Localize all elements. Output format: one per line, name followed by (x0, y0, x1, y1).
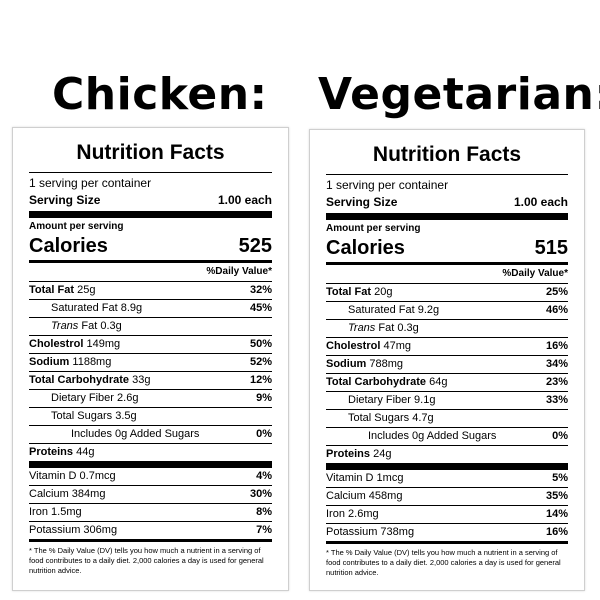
chicken-heading: Chicken: (52, 69, 268, 120)
potassium-row: Potassium 306mg 7% (29, 521, 272, 539)
dietary-fiber-row: Dietary Fiber 9.1g 33% (326, 391, 568, 409)
daily-value-footnote: * The % Daily Value (DV) tells you how m… (326, 548, 561, 577)
amount-per-serving: Amount per serving (29, 221, 124, 232)
vitamin-d-row: Vitamin D 0.7mcg 4% (29, 470, 272, 482)
calcium-row: Calcium 384mg 30% (29, 485, 272, 503)
saturated-fat-row: Saturated Fat 8.9g 45% (29, 299, 272, 317)
servings-per-container: 1 serving per container (326, 178, 449, 192)
total-fat-row: Total Fat 20g 25% (326, 283, 568, 301)
servings-per-container: 1 serving per container (29, 176, 152, 190)
trans-fat-row: Trans Fat 0.3g (29, 317, 272, 335)
dietary-fiber-row: Dietary Fiber 2.6g 9% (29, 389, 272, 407)
vitamin-d-row: Vitamin D 1mcg 5% (326, 472, 568, 484)
cholestrol-row: Cholestrol 149mg 50% (29, 335, 272, 353)
total-carbohydrate-row: Total Carbohydrate 64g 23% (326, 373, 568, 391)
sodium-row: Sodium 1188mg 52% (29, 353, 272, 371)
daily-value-footnote: * The % Daily Value (DV) tells you how m… (29, 546, 264, 575)
trans-fat-row: Trans Fat 0.3g (326, 319, 568, 337)
total-fat-row: Total Fat 25g 32% (29, 281, 272, 299)
iron-row: Iron 2.6mg 14% (326, 505, 568, 523)
vegetarian-heading: Vegetarian: (318, 69, 600, 120)
serving-size-label: Serving Size (29, 193, 101, 207)
proteins-row: Proteins 24g (326, 445, 568, 463)
vegetarian-nutrition-label: Nutrition Facts 1 serving per container … (309, 129, 585, 591)
daily-value-header: %Daily Value* (502, 268, 568, 279)
daily-value-header: %Daily Value* (206, 266, 272, 277)
serving-size-value: 1.00 each (513, 195, 568, 209)
saturated-fat-row: Saturated Fat 9.2g 46% (326, 301, 568, 319)
total-carbohydrate-row: Total Carbohydrate 33g 12% (29, 371, 272, 389)
total-sugars-row: Total Sugars 3.5g (29, 407, 272, 425)
serving-size-label: Serving Size (326, 195, 398, 209)
calories-row: Calories 525 (29, 234, 272, 260)
calories-label: Calories (326, 237, 405, 259)
calcium-row: Calcium 458mg 35% (326, 487, 568, 505)
potassium-row: Potassium 738mg 16% (326, 523, 568, 541)
serving-size-value: 1.00 each (217, 193, 272, 207)
sodium-row: Sodium 788mg 34% (326, 355, 568, 373)
cholestrol-row: Cholestrol 47mg 16% (326, 337, 568, 355)
nutrition-facts-title: Nutrition Facts (76, 141, 225, 164)
serving-size-row: Serving Size 1.00 each (326, 193, 568, 213)
nutrition-facts-title: Nutrition Facts (372, 143, 522, 166)
serving-size-row: Serving Size 1.00 each (29, 191, 272, 211)
chicken-nutrition-label: Nutrition Facts 1 serving per container … (12, 127, 289, 591)
calories-value: 515 (534, 237, 568, 259)
proteins-row: Proteins 44g (29, 443, 272, 461)
amount-per-serving: Amount per serving (326, 223, 421, 234)
calories-label: Calories (29, 235, 108, 257)
added-sugars-row: Includes 0g Added Sugars 0% (29, 425, 272, 443)
iron-row: Iron 1.5mg 8% (29, 503, 272, 521)
calories-row: Calories 515 (326, 236, 568, 262)
calories-value: 525 (238, 235, 272, 257)
added-sugars-row: Includes 0g Added Sugars 0% (326, 427, 568, 445)
total-sugars-row: Total Sugars 4.7g (326, 409, 568, 427)
